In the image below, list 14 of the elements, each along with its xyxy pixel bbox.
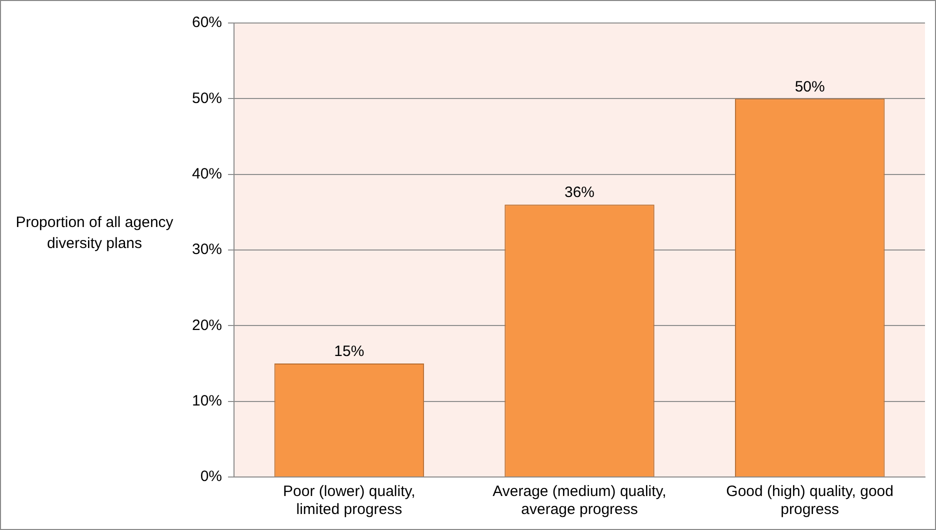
data-label: 50%: [794, 78, 825, 96]
y-tick-label: 50%: [192, 90, 222, 107]
data-label: 36%: [564, 184, 595, 202]
y-axis-title: Proportion of all agency diversity plans: [14, 213, 174, 254]
x-tick-label: Poor (lower) quality, limited progress: [283, 483, 416, 518]
y-tick-label: 0%: [200, 468, 222, 486]
y-tick-label: 20%: [192, 316, 222, 334]
x-tick-label: Good (high) quality, good progress: [726, 483, 894, 518]
y-tick-label: 60%: [192, 14, 222, 32]
y-tick-label: 30%: [192, 241, 222, 258]
data-label: 15%: [334, 343, 364, 360]
y-tick-label: 40%: [192, 165, 222, 182]
y-tick-label: 10%: [192, 392, 222, 410]
x-tick-label: Average (medium) quality, average progress: [492, 483, 666, 518]
